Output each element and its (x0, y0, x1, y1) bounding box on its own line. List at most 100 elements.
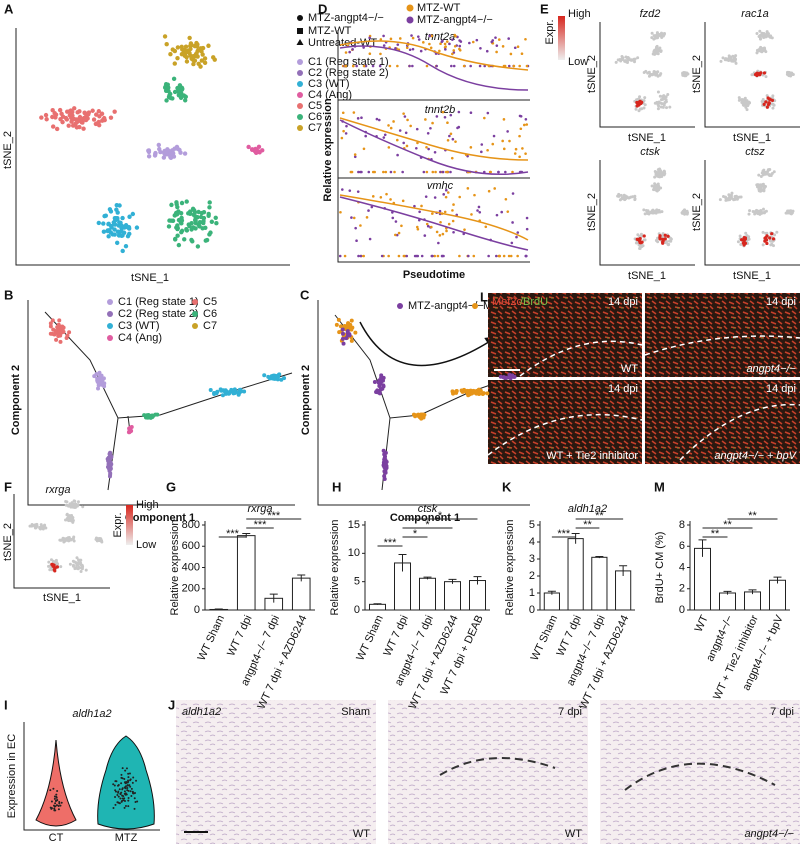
cell-point (495, 50, 498, 54)
y-tick-label: 600 (182, 540, 200, 552)
axis-label: Relative expression (329, 520, 341, 616)
cell-point (458, 195, 462, 199)
cell-point (64, 503, 68, 507)
cell-point (180, 47, 185, 52)
cell-point (790, 211, 794, 215)
cell-point (402, 112, 405, 115)
error-bar (297, 574, 306, 582)
cell-point (642, 234, 646, 238)
cell-point (446, 191, 450, 194)
cell-point (112, 227, 117, 232)
cell-point (53, 569, 57, 573)
legend-symbol (472, 303, 478, 309)
cell-point (477, 205, 481, 209)
cell-point (625, 196, 629, 200)
cell-point (64, 117, 70, 122)
cell-point (486, 111, 490, 115)
cell-point (518, 64, 521, 68)
cell-point (467, 392, 472, 397)
cell-point (127, 428, 132, 433)
cell-point (383, 133, 387, 137)
cell-point (50, 114, 55, 120)
cell-point (721, 56, 725, 60)
cell-point (52, 787, 55, 790)
cell-point (426, 224, 430, 228)
cell-point (202, 60, 208, 65)
cell-point (182, 98, 188, 103)
significance-label: ** (595, 510, 604, 522)
cell-point (119, 792, 122, 795)
cell-point (58, 802, 61, 805)
cell-point (128, 784, 131, 787)
cell-point (208, 230, 213, 235)
cell-point (179, 51, 185, 57)
significance-label: *** (557, 528, 571, 540)
cell-point (439, 170, 442, 174)
cell-point (340, 331, 345, 336)
cell-point (441, 232, 445, 236)
cell-point (175, 204, 180, 210)
cell-point (65, 109, 70, 114)
axis-label: tSNE_1 (733, 270, 771, 282)
cell-point (398, 129, 402, 132)
cell-point (57, 333, 62, 338)
panel-letter: E (540, 1, 549, 16)
section-image (176, 700, 376, 844)
cell-point (68, 108, 73, 113)
cell-point (379, 196, 383, 199)
cell-point (200, 45, 206, 51)
cell-point (368, 36, 371, 40)
cell-point (416, 225, 419, 229)
cell-point (190, 206, 196, 212)
axis-label: Pseudotime (403, 269, 465, 281)
cell-point (755, 208, 759, 212)
cell-point (114, 240, 120, 246)
cell-point (520, 52, 524, 56)
cell-point (504, 170, 507, 174)
cell-point (727, 193, 731, 197)
cell-point (435, 64, 438, 68)
cell-point (727, 198, 731, 202)
legend-label: C5 (203, 296, 217, 308)
cell-point (65, 333, 70, 338)
cell-point (518, 155, 521, 159)
cell-point (635, 104, 639, 108)
cell-point (440, 40, 444, 44)
cell-point (764, 235, 768, 240)
cell-point (394, 220, 398, 223)
cell-point (512, 374, 517, 379)
cell-point (644, 69, 648, 73)
cell-point (466, 187, 470, 190)
cell-point (69, 538, 73, 542)
legend-symbol (297, 125, 303, 131)
cell-point (343, 254, 347, 258)
cell-point (453, 44, 457, 48)
cell-point (652, 186, 656, 190)
cell-point (172, 61, 177, 66)
cell-point (417, 414, 422, 419)
axis-label: tSNE_2 (586, 55, 598, 93)
cell-point (91, 117, 97, 122)
cell-point (487, 254, 490, 258)
cell-point (66, 536, 70, 540)
error-bar (214, 608, 223, 610)
cell-point (512, 64, 516, 68)
cell-point (123, 797, 126, 800)
cell-point (411, 47, 415, 51)
cell-point (118, 788, 121, 791)
legend-symbol (107, 335, 113, 341)
cell-point (503, 64, 507, 68)
cell-point (755, 71, 760, 75)
chart-title: rxrga (247, 503, 272, 515)
cell-point (72, 535, 76, 539)
axis-label: Relative expression (169, 520, 181, 616)
cell-point (190, 54, 196, 59)
cell-point (668, 236, 672, 240)
condition-label: Sham (341, 706, 370, 718)
cell-point (380, 386, 385, 391)
cell-point (377, 118, 381, 122)
cell-point (364, 64, 368, 68)
cell-point (394, 46, 397, 50)
bar (236, 535, 256, 611)
cell-point (350, 170, 354, 174)
